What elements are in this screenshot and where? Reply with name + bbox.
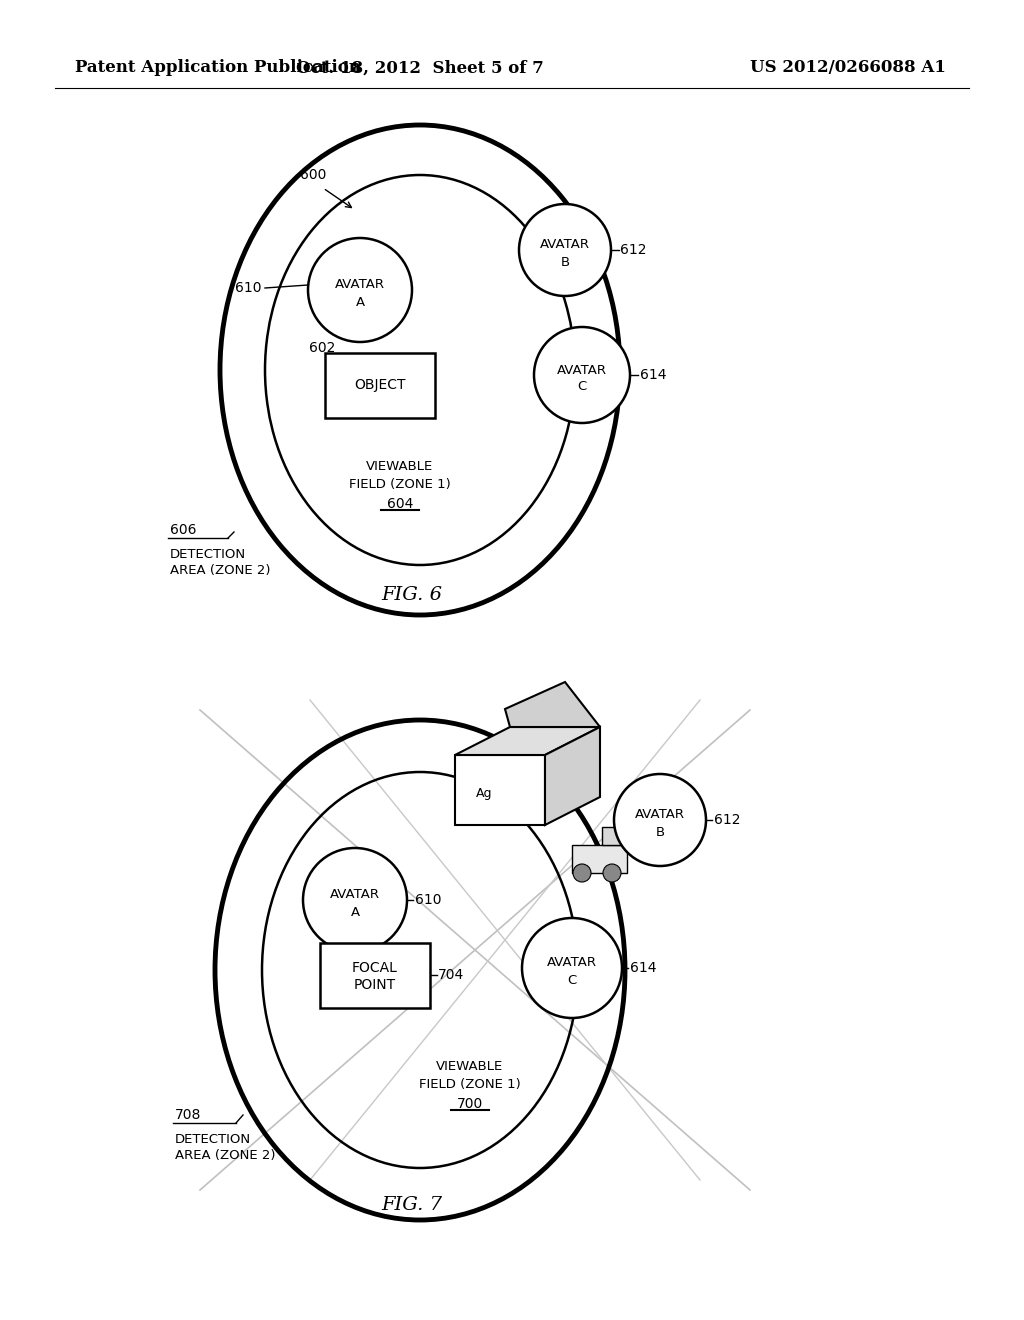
Bar (572, 845, 627, 873)
Text: US 2012/0266088 A1: US 2012/0266088 A1 (750, 59, 946, 77)
Text: DETECTION: DETECTION (175, 1133, 251, 1146)
Bar (325, 352, 435, 418)
Ellipse shape (308, 238, 412, 342)
Text: AVATAR: AVATAR (557, 363, 607, 376)
Circle shape (603, 865, 621, 882)
Text: Oct. 18, 2012  Sheet 5 of 7: Oct. 18, 2012 Sheet 5 of 7 (296, 59, 544, 77)
Text: AREA (ZONE 2): AREA (ZONE 2) (170, 564, 270, 577)
Text: AVATAR: AVATAR (547, 957, 597, 969)
Text: 602: 602 (308, 341, 335, 355)
Ellipse shape (522, 917, 622, 1018)
Text: AVATAR: AVATAR (330, 888, 380, 902)
Ellipse shape (303, 847, 407, 952)
Text: Ag: Ag (475, 787, 493, 800)
Text: B: B (655, 825, 665, 838)
Text: DETECTION: DETECTION (170, 548, 246, 561)
Text: FIG. 6: FIG. 6 (382, 586, 442, 605)
Text: 612: 612 (714, 813, 740, 828)
Text: FIG. 7: FIG. 7 (382, 1196, 442, 1214)
Text: C: C (578, 380, 587, 393)
Text: VIEWABLE
FIELD (ZONE 1): VIEWABLE FIELD (ZONE 1) (419, 1060, 521, 1092)
Text: 610: 610 (236, 281, 262, 294)
Text: 614: 614 (640, 368, 667, 381)
Text: Patent Application Publication: Patent Application Publication (75, 59, 360, 77)
Circle shape (573, 865, 591, 882)
Text: AREA (ZONE 2): AREA (ZONE 2) (175, 1148, 275, 1162)
Ellipse shape (614, 774, 706, 866)
Text: AVATAR: AVATAR (335, 279, 385, 292)
Text: 708: 708 (175, 1107, 202, 1122)
Polygon shape (545, 727, 600, 825)
Text: B: B (560, 256, 569, 268)
Text: A: A (355, 296, 365, 309)
Text: 600: 600 (300, 168, 327, 182)
Text: 700: 700 (457, 1097, 483, 1111)
Text: 606: 606 (170, 523, 197, 537)
Text: AVATAR: AVATAR (540, 239, 590, 252)
Text: AVATAR: AVATAR (635, 808, 685, 821)
Polygon shape (455, 727, 600, 755)
Bar (602, 828, 627, 845)
Text: FOCAL: FOCAL (352, 961, 398, 975)
Text: POINT: POINT (354, 978, 396, 993)
Text: A: A (350, 906, 359, 919)
Text: 614: 614 (630, 961, 656, 975)
Polygon shape (505, 682, 600, 727)
Text: 706: 706 (560, 762, 587, 775)
Text: VIEWABLE
FIELD (ZONE 1): VIEWABLE FIELD (ZONE 1) (349, 459, 451, 491)
Text: 704: 704 (438, 968, 464, 982)
Bar (319, 942, 430, 1008)
Ellipse shape (519, 205, 611, 296)
Text: 702: 702 (490, 762, 516, 775)
Polygon shape (455, 755, 545, 825)
Ellipse shape (534, 327, 630, 422)
Text: 604: 604 (387, 498, 414, 511)
Text: 610: 610 (415, 894, 441, 907)
Text: OBJECT: OBJECT (354, 378, 406, 392)
Text: C: C (567, 974, 577, 986)
Text: 612: 612 (620, 243, 646, 257)
